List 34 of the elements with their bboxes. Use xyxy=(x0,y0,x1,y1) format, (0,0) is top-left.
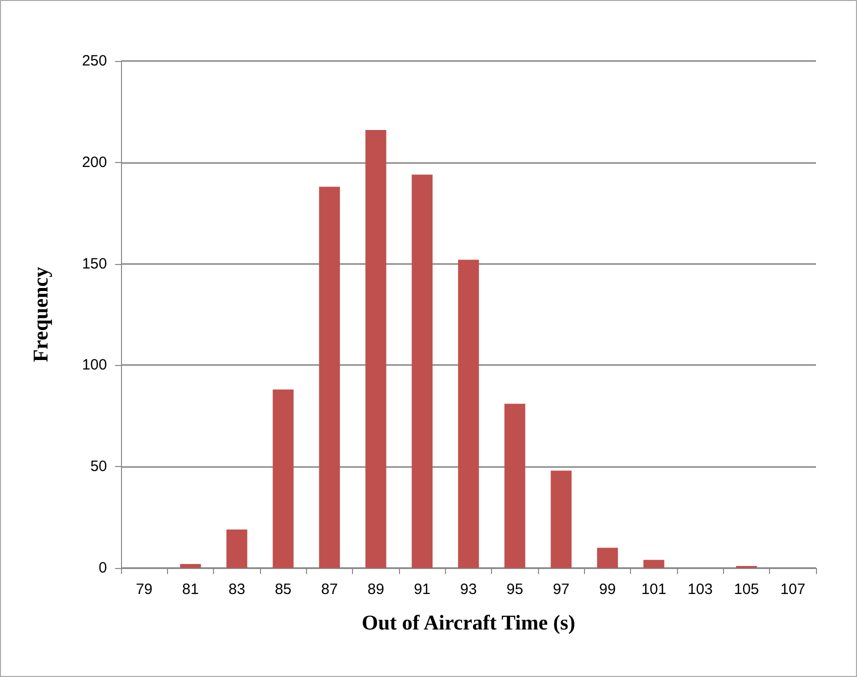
y-tick-label: 250 xyxy=(82,52,107,70)
y-tick-label: 50 xyxy=(90,458,107,476)
bar xyxy=(365,130,386,568)
bar xyxy=(504,404,526,568)
y-axis-title: Frequency xyxy=(28,266,52,362)
x-tick-label: 89 xyxy=(367,581,384,598)
bar xyxy=(180,564,201,568)
x-tick-label: 93 xyxy=(460,581,477,598)
x-tick-label: 87 xyxy=(321,581,338,598)
bar xyxy=(226,529,248,568)
x-tick-label: 95 xyxy=(506,581,524,598)
bar xyxy=(412,174,433,568)
bar xyxy=(643,560,664,568)
bar xyxy=(272,390,294,568)
y-tick-label: 0 xyxy=(98,560,107,576)
y-tick-label: 200 xyxy=(82,154,107,171)
bar xyxy=(597,548,618,568)
y-tick-label: 150 xyxy=(82,255,107,272)
x-tick-label: 91 xyxy=(414,581,431,598)
y-tick-label: 100 xyxy=(82,356,107,374)
x-tick-label: 99 xyxy=(599,581,616,598)
x-tick-label: 97 xyxy=(552,581,570,598)
bar xyxy=(458,260,479,568)
x-tick-label: 79 xyxy=(136,581,153,598)
x-tick-label: 83 xyxy=(228,581,246,598)
bar xyxy=(550,470,572,568)
x-tick-label: 101 xyxy=(641,581,666,598)
x-tick-label: 103 xyxy=(688,581,713,598)
x-tick-label: 85 xyxy=(274,581,292,598)
x-tick-label: 105 xyxy=(734,581,760,598)
x-axis-title: Out of Aircraft Time (s) xyxy=(362,610,576,634)
x-tick-label: 107 xyxy=(780,581,806,598)
x-tick-label: 81 xyxy=(182,581,199,598)
bar xyxy=(319,186,340,568)
